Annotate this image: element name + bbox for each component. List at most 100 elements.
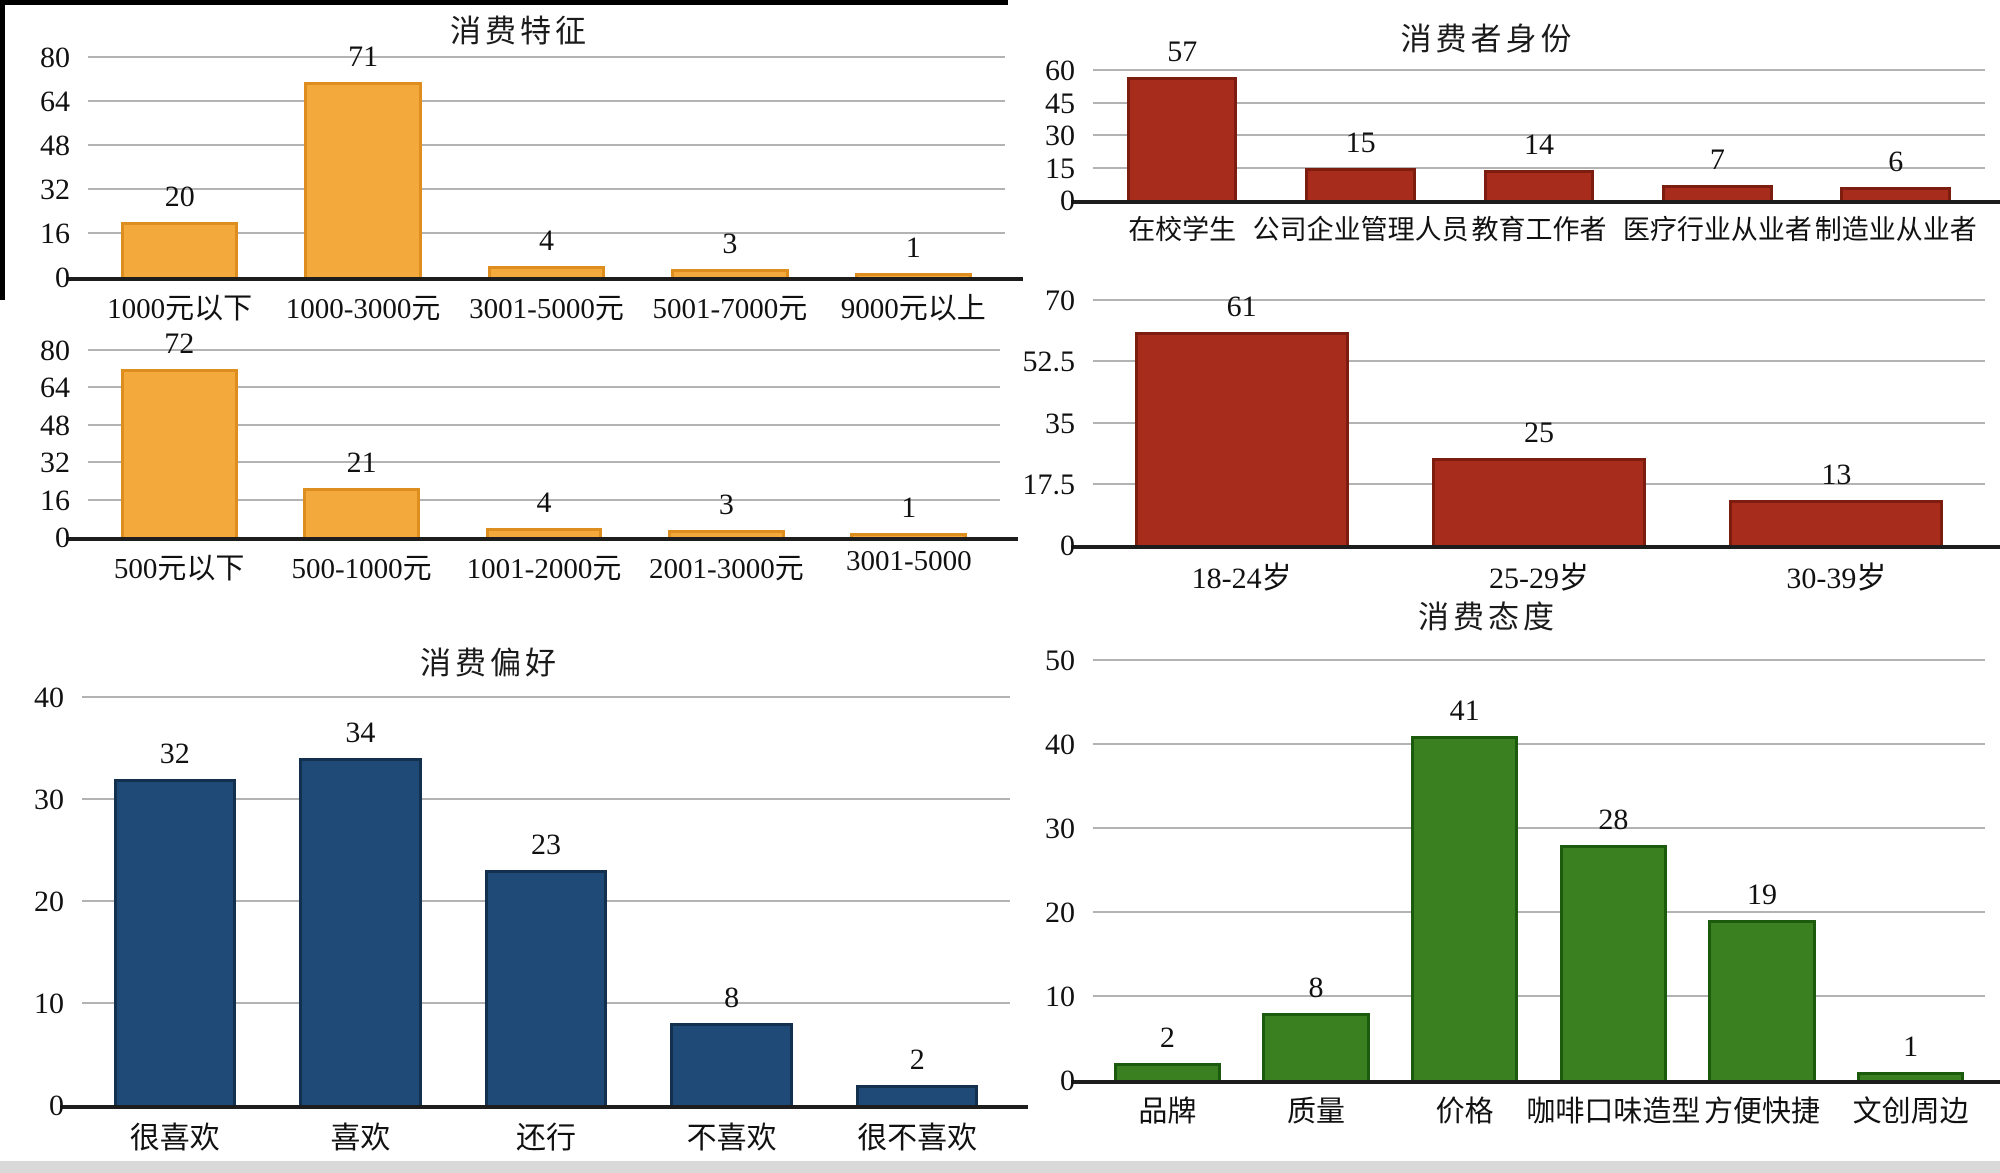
- bar: [855, 1084, 979, 1105]
- y-axis-tick-label: 30: [1045, 812, 1075, 845]
- bar-value-label: 34: [345, 716, 376, 750]
- x-axis-category-label: 质量: [1286, 1096, 1346, 1128]
- bar: [303, 487, 420, 537]
- gridline: [1093, 299, 1985, 301]
- gridline: [1093, 166, 1985, 169]
- bar: [484, 870, 608, 1105]
- x-axis-line: [1071, 200, 2000, 204]
- gridline: [88, 386, 1000, 389]
- gridline: [1093, 360, 1985, 363]
- x-axis-category-label: 1001-2000元: [466, 553, 622, 585]
- y-axis-tick-label: 32: [40, 446, 70, 480]
- x-axis-category-label: 很喜欢: [129, 1122, 220, 1155]
- bar: [854, 273, 972, 277]
- y-axis-tick-label: 50: [1045, 644, 1075, 677]
- y-axis-tick-label: 70: [1045, 284, 1075, 317]
- bar-value-label: 32: [159, 736, 190, 770]
- x-axis-line: [1071, 1080, 2000, 1084]
- x-axis-category-label: 500-1000元: [291, 553, 432, 585]
- gridline: [82, 696, 1010, 698]
- x-axis-category-label: 在校学生: [1128, 215, 1237, 245]
- x-axis-line: [66, 537, 1018, 541]
- bar-value-label: 19: [1747, 878, 1777, 912]
- y-axis-tick-label: 0: [1060, 184, 1075, 217]
- x-axis-category-label: 很不喜欢: [857, 1122, 978, 1155]
- gridline: [88, 423, 1000, 426]
- bar-value-label: 3: [722, 226, 738, 260]
- x-axis-category-label: 还行: [516, 1122, 576, 1155]
- bar: [670, 1023, 793, 1105]
- gridline: [88, 498, 1000, 501]
- chart-title-consumption-attitude: 消费态度: [1418, 600, 1558, 635]
- bar: [299, 758, 422, 1105]
- bar: [1662, 184, 1773, 200]
- gridline: [1093, 743, 1985, 745]
- bar: [1483, 169, 1595, 200]
- bar-value-label: 4: [539, 224, 554, 257]
- y-axis-tick-label: 80: [40, 334, 70, 367]
- bar: [668, 529, 785, 537]
- bar-value-label: 14: [1524, 127, 1554, 161]
- bar-value-label: 25: [1524, 415, 1554, 449]
- x-axis-line: [1071, 545, 2000, 549]
- bar-value-label: 71: [348, 39, 379, 73]
- bar: [1431, 457, 1647, 545]
- x-axis-category-label: 教育工作者: [1471, 215, 1607, 245]
- bar: [113, 778, 237, 1105]
- bar: [850, 533, 968, 537]
- bar: [121, 222, 239, 277]
- gridline: [88, 144, 1005, 146]
- bar-value-label: 2: [1159, 1021, 1175, 1055]
- x-axis-category-label: 30-39岁: [1786, 562, 1887, 595]
- y-axis-tick-label: 80: [40, 41, 70, 74]
- bar-value-label: 1: [901, 491, 917, 524]
- x-axis-category-label: 25-29岁: [1489, 562, 1589, 595]
- x-axis-category-label: 价格: [1435, 1096, 1494, 1128]
- y-axis-tick-label: 48: [40, 408, 70, 442]
- x-axis-line: [60, 1105, 1028, 1109]
- bar: [1262, 1012, 1370, 1080]
- y-axis-tick-label: 0: [1060, 1064, 1075, 1097]
- chart-title-consumer-identity: 消费者身份: [1400, 22, 1576, 57]
- bar: [1840, 187, 1952, 200]
- gridline: [1093, 659, 1985, 661]
- y-axis-tick-label: 10: [34, 987, 64, 1020]
- chart-title-consumption-features: 消费特征: [450, 14, 590, 49]
- x-axis-category-label: 3001-5000元: [469, 293, 624, 325]
- scan-edge-left: [0, 0, 5, 300]
- bar-value-label: 7: [1709, 142, 1725, 176]
- gridline: [1093, 421, 1985, 424]
- x-axis-category-label: 咖啡口味造型: [1526, 1096, 1701, 1128]
- gridline: [1093, 995, 1985, 997]
- bar-value-label: 6: [1888, 145, 1904, 178]
- bar-value-label: 41: [1449, 693, 1480, 727]
- x-axis-category-label: 制造业从业者: [1814, 215, 1977, 245]
- bar: [1305, 167, 1416, 200]
- x-axis-line: [66, 277, 1023, 281]
- y-axis-tick-label: 64: [40, 85, 70, 118]
- gridline: [82, 798, 1010, 800]
- y-axis-tick-label: 48: [40, 129, 70, 162]
- bar: [1134, 331, 1349, 545]
- gridline: [1093, 827, 1985, 829]
- bar: [304, 81, 422, 277]
- bar-value-label: 4: [536, 485, 552, 519]
- x-axis-category-label: 9000元以上: [840, 293, 986, 325]
- y-axis-tick-label: 40: [34, 681, 64, 714]
- y-axis-tick-label: 52.5: [1022, 345, 1076, 379]
- bar: [485, 527, 603, 537]
- bar: [671, 268, 789, 277]
- bar-value-label: 1: [905, 231, 921, 264]
- bar-value-label: 15: [1345, 125, 1376, 159]
- bar-value-label: 23: [531, 828, 561, 862]
- y-axis-tick-label: 35: [1045, 406, 1075, 440]
- bar: [1857, 1071, 1965, 1080]
- bar-value-label: 8: [724, 981, 740, 1015]
- bar-value-label: 20: [164, 180, 195, 213]
- x-axis-category-label: 18-24岁: [1191, 562, 1292, 595]
- x-axis-category-label: 公司企业管理人员: [1252, 215, 1469, 245]
- y-axis-tick-label: 0: [1060, 529, 1075, 562]
- bar-value-label: 8: [1308, 970, 1324, 1004]
- scan-edge-top: [0, 0, 1008, 5]
